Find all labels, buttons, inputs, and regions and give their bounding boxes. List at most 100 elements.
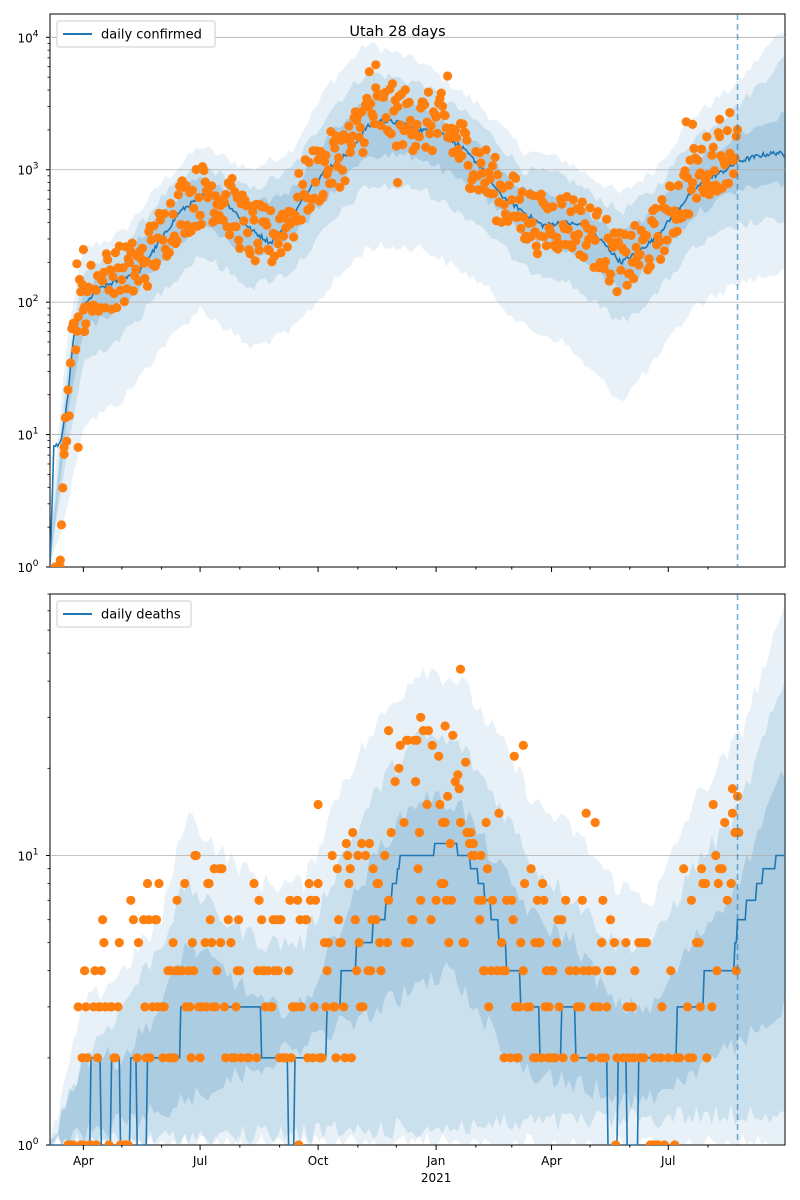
observed-point [605, 915, 616, 925]
deaths-legend: daily deaths [56, 600, 192, 628]
confirmed-axes-frame [49, 13, 786, 568]
observed-point [282, 242, 292, 252]
deaths-uncertainty-bands [50, 603, 785, 1145]
observed-point [584, 966, 594, 976]
observed-point [602, 214, 612, 224]
observed-point [219, 198, 230, 208]
observed-point [159, 209, 169, 219]
observed-point [158, 235, 168, 245]
observed-point [594, 1002, 604, 1012]
observed-point [366, 966, 376, 976]
observed-point [450, 125, 460, 135]
observed-point [263, 966, 273, 976]
observed-point [711, 850, 721, 861]
band-50pct [50, 679, 785, 1145]
observed-point [518, 966, 528, 976]
observed-point [499, 1053, 509, 1063]
observed-point [468, 838, 478, 849]
observed-point [172, 236, 182, 246]
observed-point [368, 864, 378, 874]
observed-point [654, 237, 664, 247]
observed-point [507, 895, 517, 905]
observed-point [532, 895, 543, 905]
observed-point [485, 174, 495, 184]
observed-point [210, 1002, 221, 1012]
observed-point [666, 966, 676, 976]
observed-point [609, 938, 620, 948]
observed-point [108, 271, 118, 282]
observed-point [657, 1002, 667, 1012]
observed-point [350, 915, 360, 925]
observed-point [73, 442, 83, 452]
observed-point [168, 938, 178, 948]
observed-point [99, 938, 109, 948]
observed-point [90, 966, 100, 976]
observed-point [686, 185, 697, 195]
observed-point [635, 249, 645, 259]
observed-point [207, 938, 217, 948]
observed-point [645, 261, 655, 271]
observed-point [508, 915, 518, 925]
observed-point [223, 915, 233, 925]
observed-point [518, 212, 528, 222]
observed-point [149, 221, 159, 231]
observed-point [336, 938, 346, 948]
observed-point [310, 895, 321, 905]
observed-point [444, 938, 454, 948]
observed-point [330, 1002, 340, 1012]
y-tick-label: 103 [17, 162, 38, 178]
observed-point [110, 1053, 120, 1063]
observed-point [576, 206, 586, 216]
observed-point [616, 265, 626, 275]
observed-point [199, 165, 209, 176]
observed-point [548, 966, 558, 976]
observed-point [364, 67, 374, 77]
observed-point [564, 966, 575, 976]
observed-point [381, 113, 391, 123]
observed-point [612, 287, 622, 297]
legend-box [56, 600, 192, 628]
observed-point [91, 1140, 101, 1145]
observed-point [598, 895, 608, 905]
x-tick-label: Apr [541, 1154, 562, 1168]
observed-point [691, 193, 702, 203]
observed-point [205, 915, 215, 925]
observed-point [704, 190, 714, 200]
observed-point [73, 312, 83, 322]
observed-point [605, 269, 616, 279]
observed-point [294, 1140, 304, 1145]
observed-point [142, 878, 153, 889]
observed-point [520, 878, 530, 889]
observed-point [394, 763, 404, 773]
observed-point [119, 297, 129, 307]
observed-point [597, 938, 607, 948]
observed-point [64, 411, 74, 421]
observed-point [403, 735, 413, 745]
observed-point [334, 915, 344, 925]
observed-point [173, 190, 183, 200]
observed-point [590, 235, 600, 245]
observed-point [128, 286, 138, 296]
observed-point [649, 1053, 659, 1063]
observed-point [432, 128, 442, 138]
observed-point [80, 966, 90, 976]
observed-point [358, 1002, 368, 1012]
observed-point [411, 141, 421, 151]
observed-point [189, 966, 199, 976]
observed-point [404, 938, 414, 948]
observed-point [124, 257, 135, 268]
observed-point [386, 129, 396, 139]
observed-point [185, 1002, 195, 1012]
observed-point [308, 1053, 318, 1063]
observed-point [412, 735, 422, 745]
observed-point [571, 966, 581, 976]
y-tick-base: 10 [17, 849, 32, 863]
y-tick-exponent: 2 [33, 294, 39, 304]
observed-point [630, 966, 640, 976]
observed-point [245, 249, 255, 259]
observed-point [427, 145, 437, 156]
observed-point [557, 915, 567, 925]
confirmed-x-ticks [82, 567, 709, 572]
observed-point [538, 878, 548, 889]
observed-point [204, 878, 214, 889]
